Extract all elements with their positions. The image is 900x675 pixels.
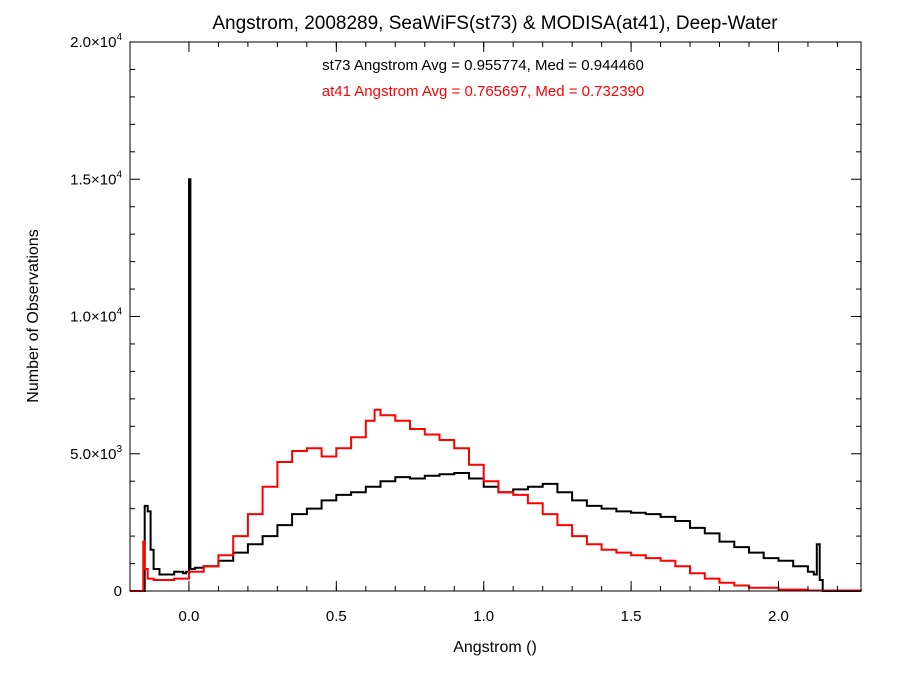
tick-layer: 0.0 0.5 1.0 1.5 2.0 0 5.0×103 1.0×104 1.5×104 2.0… (70, 32, 861, 625)
series-layer (130, 178, 862, 592)
chart-title: Angstrom, 2008289, SeaWiFS(st73) & MODIS… (212, 13, 778, 34)
y-tick-label: 1.5×104 (70, 169, 122, 188)
plot-frame (129, 41, 862, 592)
y-tick-label: 5.0×103 (70, 444, 122, 463)
x-axis-label: Angstrom () (453, 639, 537, 656)
y-tick-label: 1.0×104 (70, 307, 122, 326)
x-tick-label: 0.0 (179, 608, 200, 625)
x-tick-label: 1.5 (621, 608, 642, 625)
y-axis-label: Number of Observations (25, 229, 42, 402)
y-tick-label: 0 (114, 583, 122, 600)
annotation-at41: at41 Angstrom Avg = 0.765697, Med = 0.73… (322, 83, 644, 100)
x-tick-label: 1.0 (473, 608, 494, 625)
annotation-st73: st73 Angstrom Avg = 0.955774, Med = 0.94… (322, 57, 644, 74)
x-tick-label: 2.0 (768, 608, 789, 625)
series-line-1 (130, 408, 862, 592)
x-tick-label: 0.5 (326, 608, 347, 625)
series-line-0 (130, 178, 861, 592)
y-tick-label: 2.0×104 (70, 32, 122, 51)
